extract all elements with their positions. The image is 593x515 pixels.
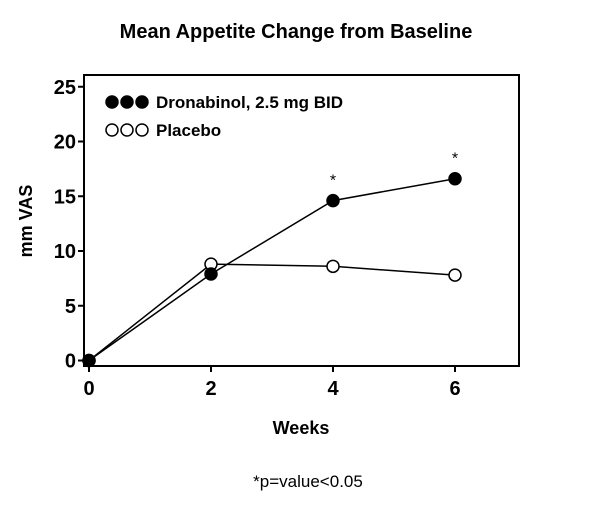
placebo-line	[88, 263, 456, 362]
legend-marker	[105, 95, 119, 109]
chart-title: Mean Appetite Change from Baseline	[120, 21, 473, 43]
legend-markers-placebo	[105, 123, 149, 137]
x-tick-label: 0	[83, 378, 94, 400]
legend-marker	[105, 123, 119, 137]
placebo-point	[448, 268, 462, 282]
dronabinol-point	[326, 193, 340, 208]
placebo-point	[326, 259, 340, 274]
dronabinol-point	[448, 171, 462, 186]
dronabinol-line	[88, 177, 456, 362]
y-tick-label: 25	[54, 77, 76, 99]
series-lines	[88, 177, 456, 362]
footnote: *p=value<0.05	[253, 472, 363, 491]
x-axis-label: Weeks	[273, 418, 330, 438]
dronabinol-point	[82, 353, 96, 368]
legend: Dronabinol, 2.5 mg BID Placebo	[105, 93, 343, 140]
legend-marker	[120, 95, 134, 109]
x-tick-label: 2	[205, 378, 216, 400]
x-tick-label: 6	[449, 378, 460, 400]
legend-marker	[135, 123, 149, 137]
dronabinol-point	[204, 267, 218, 281]
annotations: **	[330, 151, 458, 190]
series-markers	[82, 171, 462, 368]
y-tick-label: 10	[54, 241, 76, 263]
plot-area-frame	[83, 74, 520, 367]
x-axis: 0 2 4 6	[83, 366, 461, 400]
legend-marker	[135, 95, 149, 109]
significance-asterisk: *	[330, 173, 336, 190]
y-axis-label: mm VAS	[16, 185, 36, 258]
y-tick-label: 20	[54, 132, 76, 154]
legend-label-placebo: Placebo	[156, 121, 221, 140]
y-tick-label: 0	[65, 351, 76, 373]
legend-markers-dronabinol	[105, 95, 149, 109]
legend-marker	[120, 123, 134, 137]
y-axis: 0 5 10 15 20 25	[54, 77, 84, 373]
y-tick-label: 15	[54, 186, 76, 208]
y-tick-label: 5	[65, 296, 76, 318]
series-layer	[82, 171, 462, 368]
x-tick-label: 4	[327, 378, 339, 400]
legend-label-dronabinol: Dronabinol, 2.5 mg BID	[156, 93, 343, 112]
significance-asterisk: *	[452, 151, 458, 168]
